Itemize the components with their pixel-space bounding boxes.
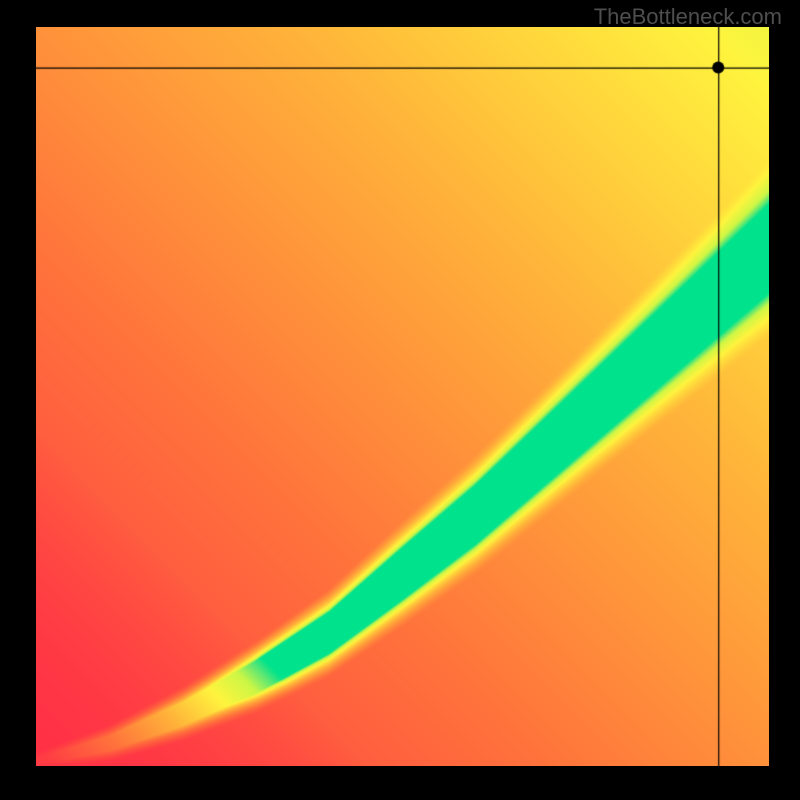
page-root: { "attribution": "TheBottleneck.com", "p… — [0, 0, 800, 800]
heatmap-canvas — [36, 27, 769, 766]
bottleneck-heatmap — [36, 27, 769, 766]
